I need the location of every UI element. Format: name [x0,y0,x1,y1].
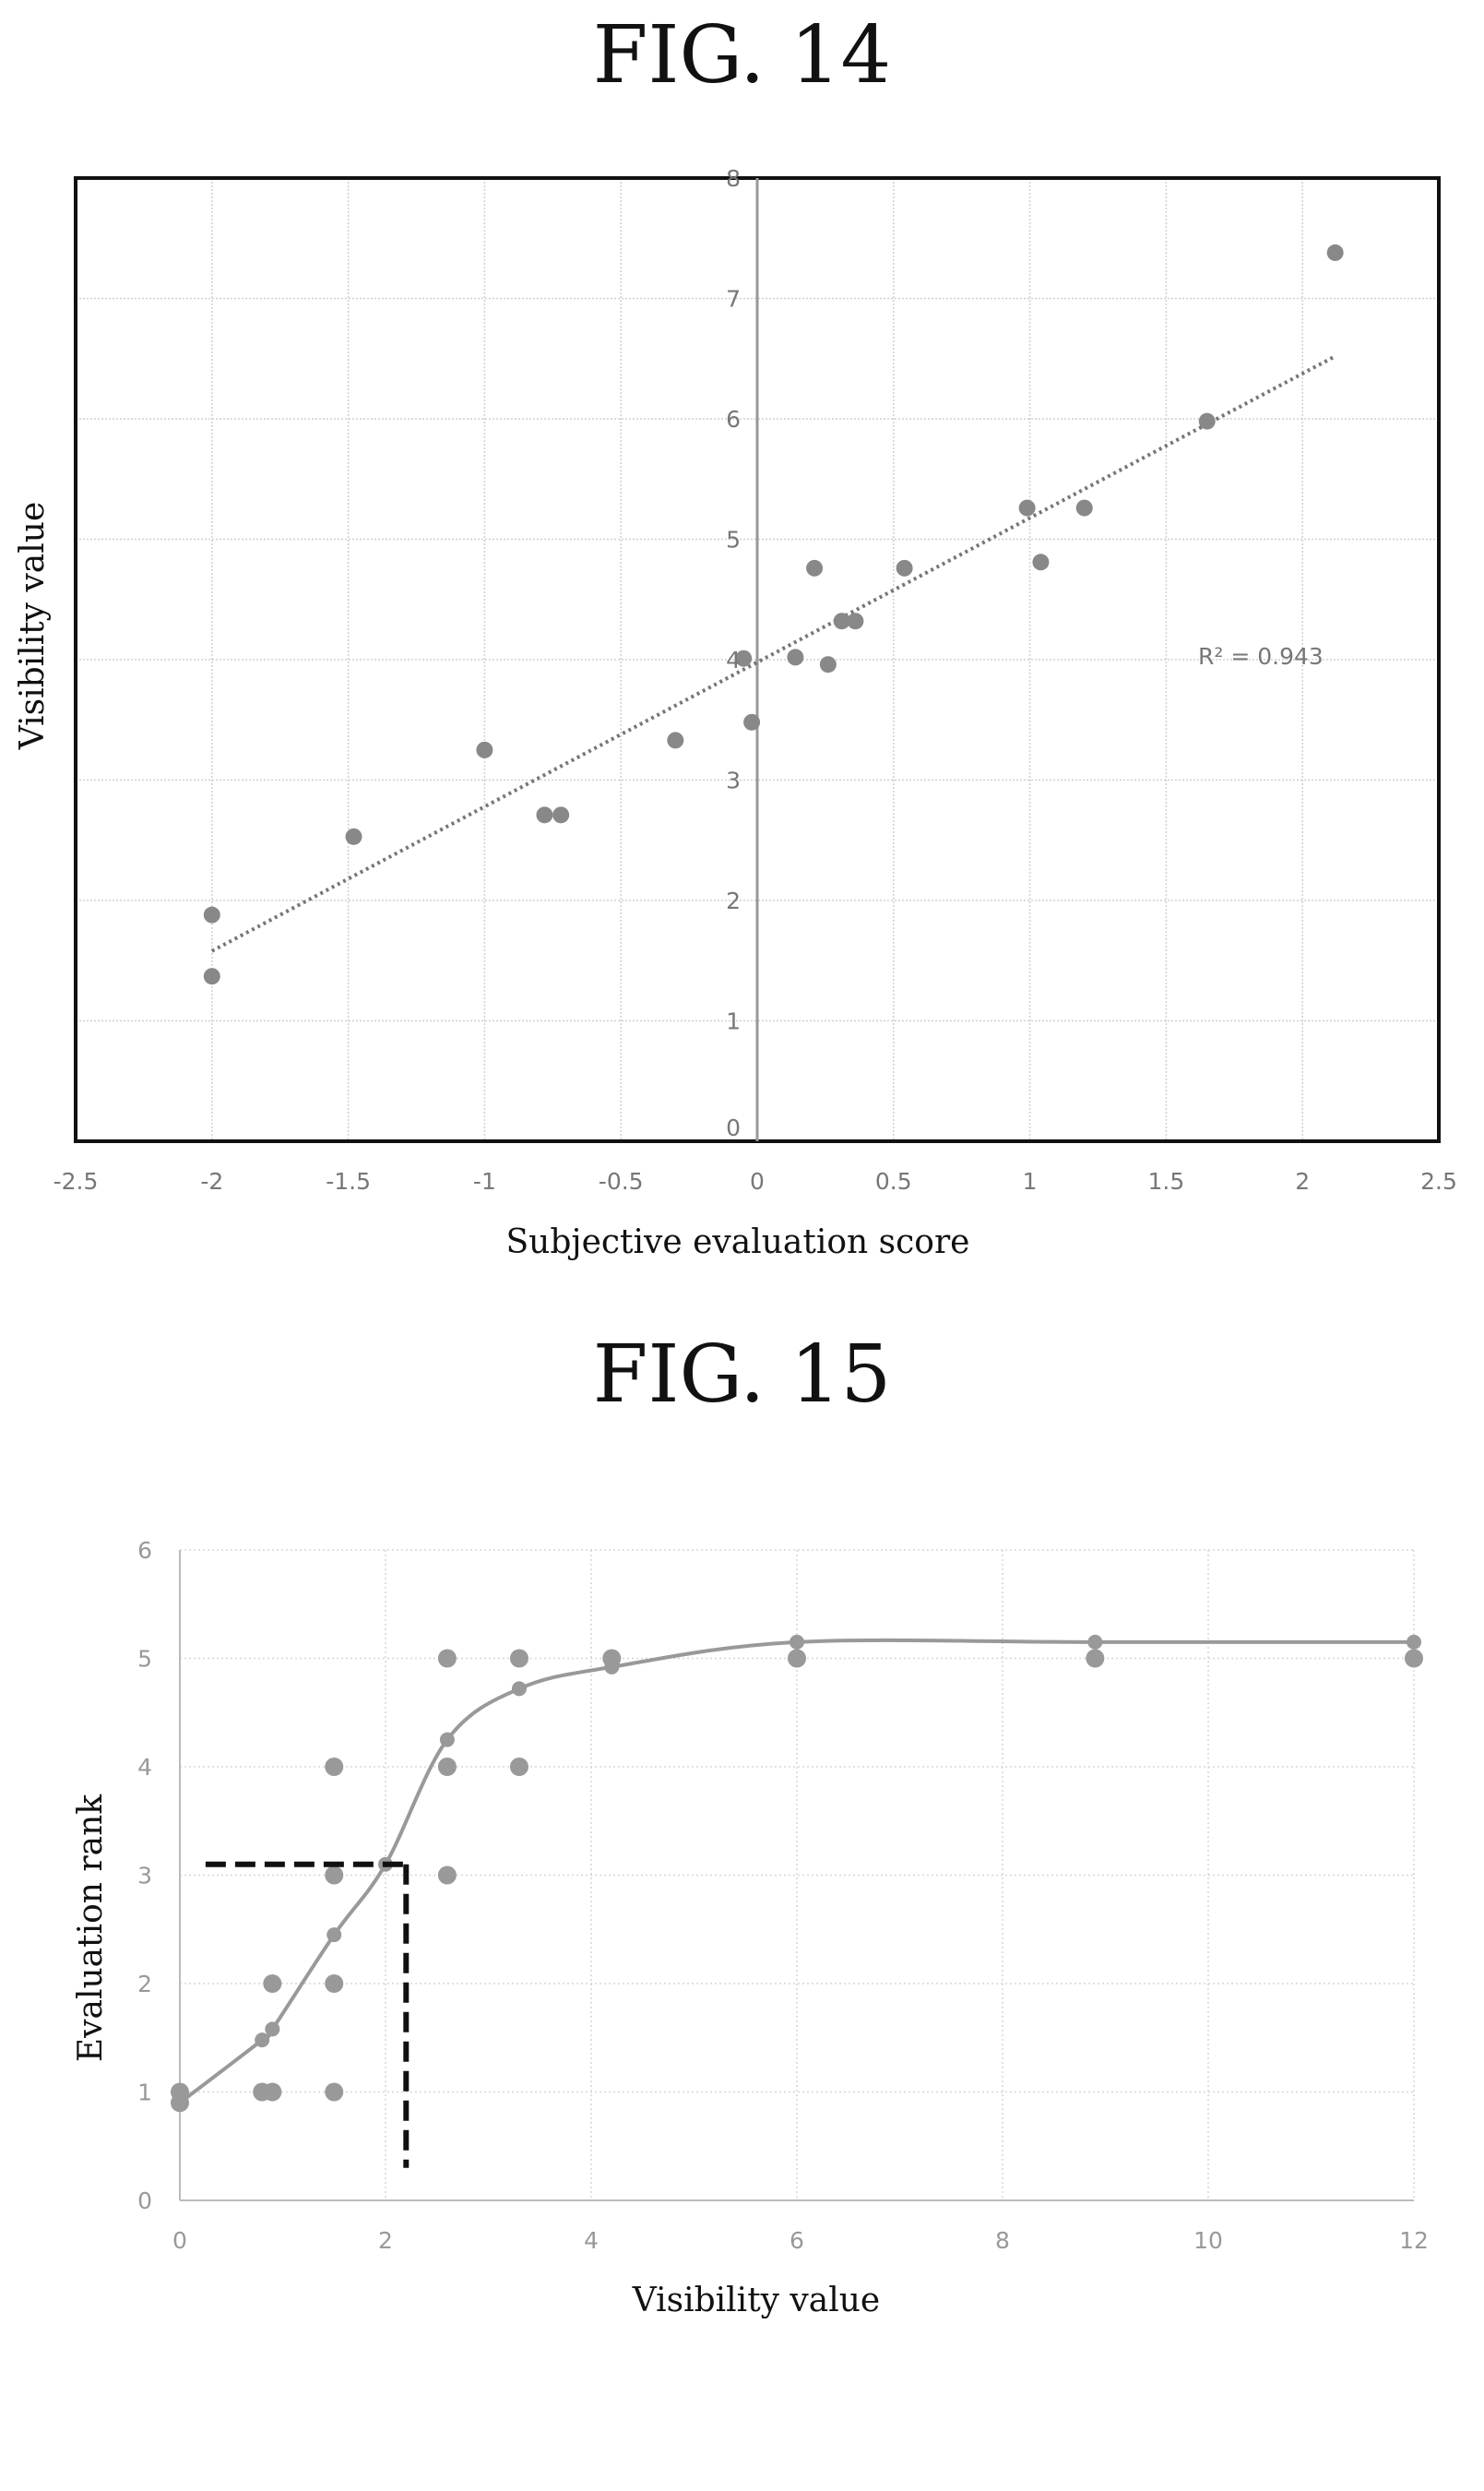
figure-14-title: FIG. 14 [592,9,892,101]
fig14-x-tick-label: 2 [1295,1168,1310,1195]
fig15-data-point [325,1974,344,1993]
fig14-x-tick-label: 0.5 [875,1168,912,1195]
fig15-gridlines [180,1549,1415,2200]
fig14-x-tick-label: -1 [473,1168,496,1195]
fig14-y-tick-label: 4 [726,647,741,673]
fig15-curve-marker [265,2021,280,2037]
fig15-data-point [263,1974,282,1993]
fig14-data-point [896,559,913,577]
fig14-y-axis-label: Visibility value [14,502,52,751]
fig14-data-point [1326,244,1344,261]
fig14-y-tick-label: 8 [726,165,741,192]
fig14-data-point [833,613,850,630]
fig14-y-tick-label: 2 [726,888,741,914]
figure-15-title: FIG. 15 [592,1329,892,1421]
fig14-y-tick-label: 5 [726,527,741,554]
fig15-data-point [1405,1649,1423,1668]
fig15-data-point [325,2082,344,2102]
fig15-y-tick-label: 5 [137,1646,152,1673]
fig15-curve-marker [1087,1634,1103,1650]
fig15-curve-marker [1407,1634,1421,1650]
fig14-data-point [203,968,220,985]
fig14-x-tick-label: -1.5 [326,1168,371,1195]
fig14-x-tick-label: -2 [200,1168,223,1195]
fig15-y-tick-label: 3 [137,1863,152,1889]
fig15-y-axis-label: Evaluation rank [72,1794,110,2062]
fig15-data-point [437,1758,457,1776]
fig14-r-squared-annotation: R² = 0.943 [1198,643,1324,670]
fig15-x-tick-label: 8 [995,2227,1010,2254]
fig14-x-tick-label: 1.5 [1148,1168,1185,1195]
fig15-x-tick-label: 0 [172,2227,187,2254]
fig15-x-axis-label: Visibility value [632,2282,881,2319]
fig15-data-point [263,2082,282,2102]
fig14-data-point [1198,412,1216,430]
fig14-trendline [210,354,1336,953]
fig15-y-tick-label: 6 [137,1537,152,1564]
fig14-data-point [743,713,761,731]
fig14-data-point [667,732,684,749]
fig14-y-tick-label: 7 [726,286,741,313]
fig14-x-axis-label: Subjective evaluation score [506,1223,970,1261]
fig15-curve-marker [255,2032,270,2048]
fig15-curve-marker [439,1732,455,1747]
fig15-data-point [509,1758,528,1776]
fig14-gridlines [76,178,1439,1141]
fig14-data-point [847,613,864,630]
fig14-data-point [476,741,493,758]
fig15-y-tick-label: 4 [137,1754,152,1781]
fig15-fit-curve [178,1638,1414,2104]
fig14-data-point [1018,499,1036,517]
fig15-data-point [437,1865,457,1885]
fig15-x-tick-label: 2 [378,2227,393,2254]
fig14-data-point [345,828,362,845]
fig15-curve-marker [604,1659,620,1675]
fig14-y-tick-label: 3 [726,768,741,794]
fig14-x-tick-label: 1 [1023,1168,1038,1195]
figure-14-chart: -2.5 -2 -1.5 -1 -0.5 0 0.5 1 1.5 2 2.5 0 1 2 3 4 5 6 7 8 R²… [14,165,1457,1261]
fig15-y-tick-label: 1 [137,2080,152,2106]
fig14-x-tick-label: -0.5 [599,1168,644,1195]
fig14-data-point [787,649,804,666]
fig14-data-point [819,656,837,673]
fig14-y-tick-label: 6 [726,406,741,433]
fig15-x-tick-label: 6 [789,2227,804,2254]
fig14-data-point [735,650,753,667]
fig14-x-tick-label: 2.5 [1420,1168,1457,1195]
fig15-y-tick-label: 0 [137,2187,152,2214]
fig15-curve-marker [789,1634,804,1650]
fig15-data-point [325,1865,344,1885]
fig14-data-point [552,806,570,824]
fig14-data-point [1032,554,1050,571]
fig15-data-point [1086,1649,1105,1668]
fig14-x-tick-label: 0 [750,1168,765,1195]
fig14-data-point [1075,499,1093,517]
fig15-x-tick-label: 12 [1399,2227,1429,2254]
fig15-curve-marker [172,2095,187,2111]
fig14-data-point [806,559,824,577]
fig15-y-tick-label: 2 [137,1971,152,1997]
fig14-data-point [203,906,220,924]
fig15-data-point [509,1649,528,1668]
fig15-x-tick-label: 10 [1193,2227,1223,2254]
fig15-data-point [788,1649,806,1668]
fig15-data-point [437,1649,457,1668]
fig15-x-tick-label: 4 [584,2227,599,2254]
fig15-data-point [325,1758,344,1776]
fig14-data-point [536,806,553,824]
fig14-y-tick-label: 0 [726,1114,741,1141]
fig14-x-tick-label: -2.5 [53,1168,99,1195]
fig15-curve-marker [326,1927,342,1943]
fig14-y-tick-label: 1 [726,1008,741,1035]
fig15-curve-marker [511,1681,527,1697]
